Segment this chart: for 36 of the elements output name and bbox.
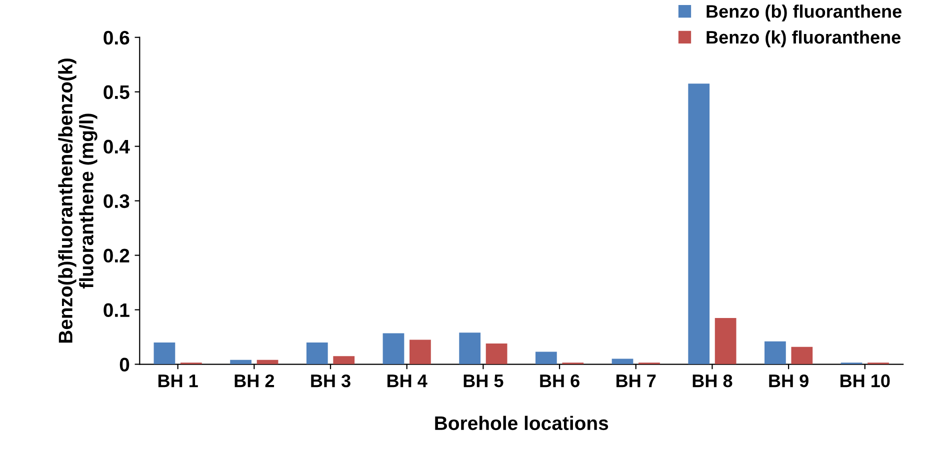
bar (791, 346, 813, 364)
bar (688, 84, 710, 364)
bar (410, 340, 431, 364)
x-tick-label: BH 2 (234, 374, 274, 388)
legend-label: Benzo (k) fluoranthene (706, 30, 900, 48)
x-tick-label: BH 6 (540, 374, 580, 388)
bar (256, 360, 278, 364)
y-axis-title: Benzo(b)fluoranthene/benzo(k) fluoranthene (mg/l) (58, 58, 98, 343)
bar (486, 344, 508, 364)
bar (333, 356, 355, 364)
x-tick-label: BH 9 (769, 374, 808, 388)
x-tick-label: BH 7 (616, 374, 656, 388)
bar (714, 318, 736, 364)
x-tick-label: BH 1 (158, 374, 198, 388)
x-tick-label: BH 4 (387, 374, 428, 388)
y-tick-label: 0.3 (104, 194, 130, 208)
bar (154, 342, 176, 364)
x-axis-title: Borehole locations (435, 416, 608, 430)
bar (612, 358, 634, 364)
y-tick-label: 0.1 (104, 303, 130, 318)
x-tick-label: BH 10 (840, 374, 890, 388)
bar (230, 360, 252, 364)
y-tick-label: 0 (120, 358, 130, 372)
bar (306, 342, 328, 364)
bar (459, 332, 481, 364)
bar (535, 352, 557, 364)
y-tick-label: 0.2 (104, 248, 130, 263)
x-tick-label: BH 8 (692, 374, 732, 388)
y-tick-label: 0.5 (104, 85, 130, 100)
x-tick-label: BH 5 (464, 374, 504, 388)
bar (382, 333, 404, 364)
y-tick-label: 0.4 (104, 140, 130, 154)
legend-label: Benzo (b) fluoranthene (706, 4, 902, 22)
bar (764, 341, 786, 364)
y-tick-label: 0.6 (104, 30, 130, 45)
x-tick-label: BH 3 (311, 374, 350, 388)
